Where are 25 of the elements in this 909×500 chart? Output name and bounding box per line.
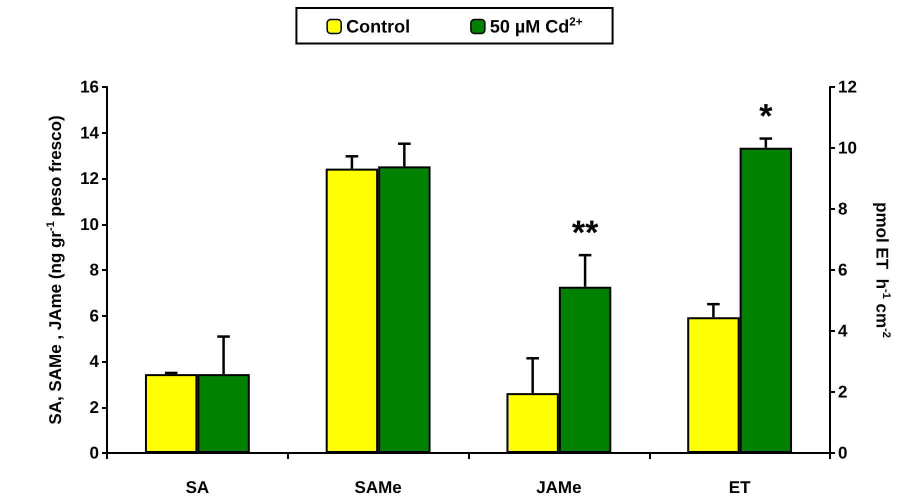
y-axis-title: SA, SAMe , JAme (ng gr-1 peso fresco) bbox=[45, 115, 65, 425]
y-tick-label: 6 bbox=[90, 306, 99, 326]
y-tick-label: 2 bbox=[90, 398, 99, 417]
y2-tick-label: 10 bbox=[838, 138, 857, 158]
x-tick-label: SA bbox=[186, 478, 210, 497]
legend-label: Control bbox=[346, 16, 410, 36]
x-tick-label: JAMe bbox=[536, 478, 582, 497]
y-tick-label: 4 bbox=[90, 352, 100, 371]
y-tick-label: 12 bbox=[80, 169, 99, 188]
x-tick-label: SAMe bbox=[354, 478, 402, 497]
y-tick-label: 8 bbox=[90, 260, 99, 280]
y-tick-label: 16 bbox=[80, 78, 99, 96]
y2-tick-label: 2 bbox=[838, 382, 848, 402]
y-tick-label: 0 bbox=[90, 444, 99, 462]
y2-tick-label: 8 bbox=[838, 200, 848, 218]
y2-tick-label: 0 bbox=[838, 444, 848, 462]
annotation: ** bbox=[572, 214, 600, 252]
annotation: * bbox=[759, 98, 774, 136]
y-tick-label: 14 bbox=[80, 123, 100, 142]
y-tick-label: 10 bbox=[80, 214, 99, 234]
y2-tick-label: 12 bbox=[838, 78, 857, 96]
y2-tick-label: 4 bbox=[838, 322, 848, 340]
y2-axis-title: pmol ET h-1 cm-2 bbox=[872, 202, 892, 338]
x-tick-label: ET bbox=[728, 478, 752, 497]
y2-tick-label: 6 bbox=[838, 260, 848, 280]
